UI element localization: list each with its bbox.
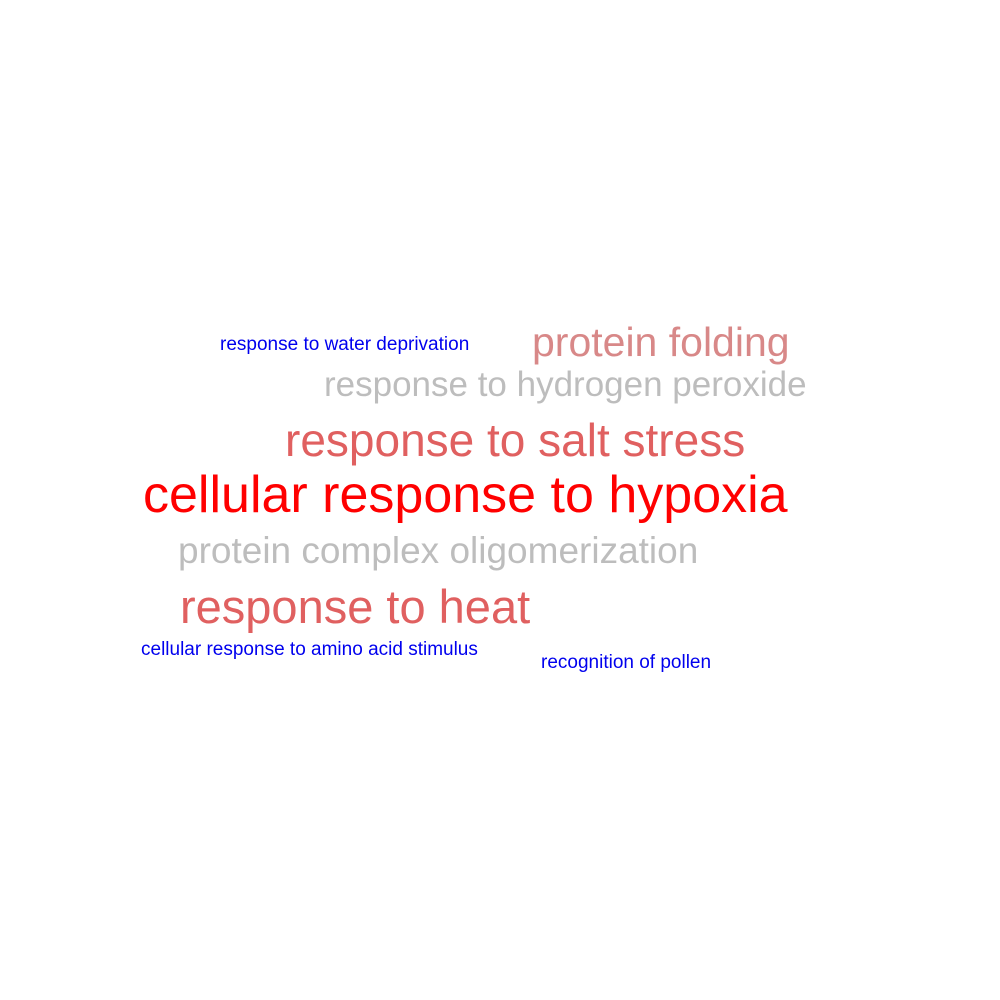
word-recognition-of-pollen: recognition of pollen	[541, 652, 712, 673]
word-response-to-heat: response to heat	[180, 580, 531, 633]
word-response-to-hydrogen-peroxide: response to hydrogen peroxide	[324, 365, 807, 404]
word-protein-folding: protein folding	[532, 319, 790, 365]
word-protein-complex-oligomerization: protein complex oligomerization	[178, 530, 699, 571]
word-cellular-response-to-amino-acid-stimulus: cellular response to amino acid stimulus	[141, 639, 478, 660]
word-response-to-water-deprivation: response to water deprivation	[220, 334, 470, 355]
word-response-to-salt-stress: response to salt stress	[285, 414, 746, 466]
word-cellular-response-to-hypoxia: cellular response to hypoxia	[143, 466, 788, 524]
